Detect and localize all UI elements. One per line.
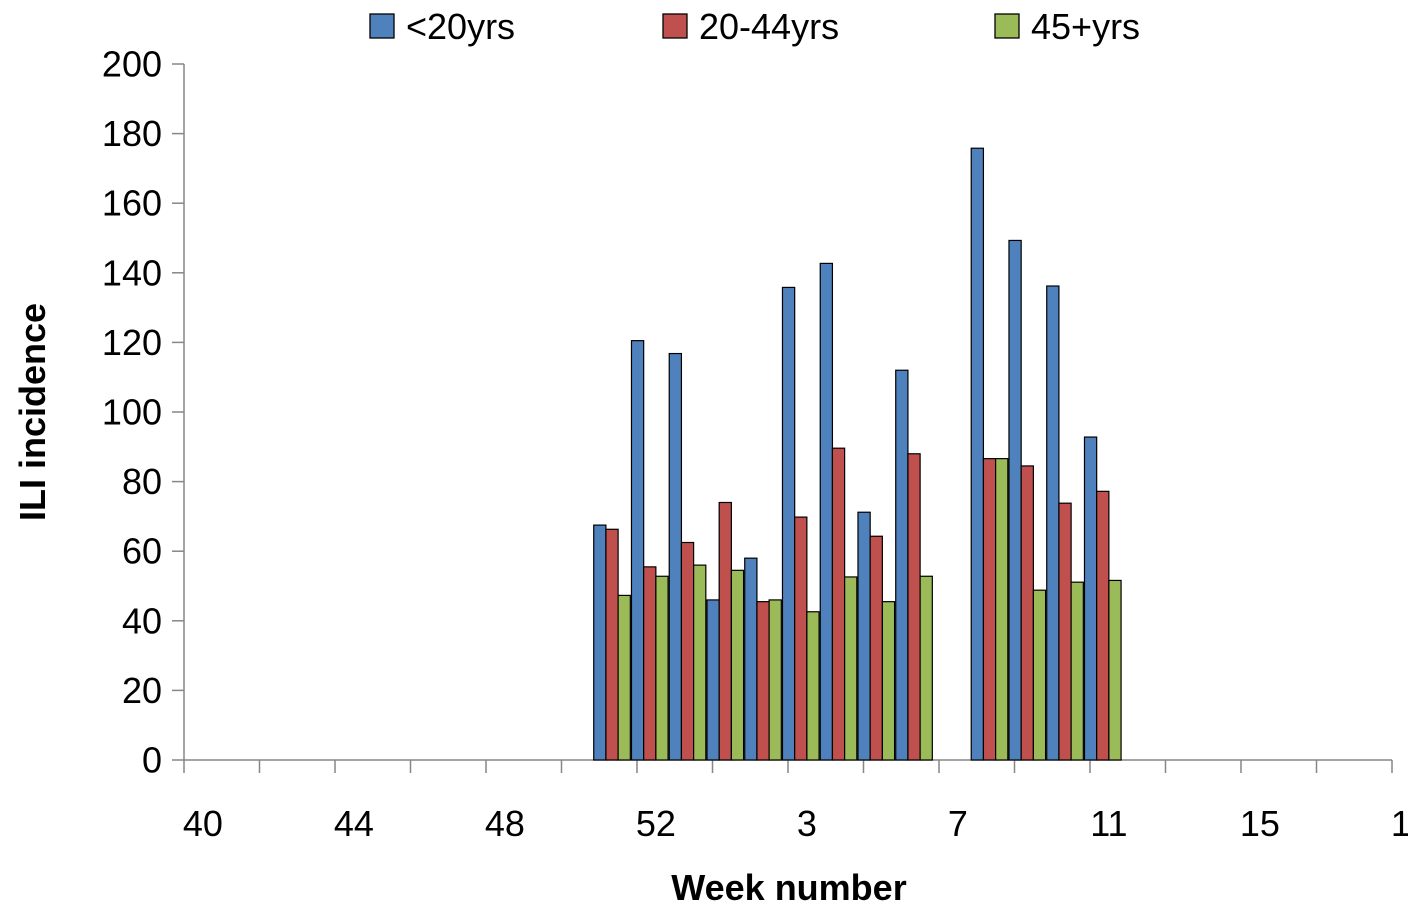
bar-1-10 [1020, 465, 1034, 761]
bar-0-2 [706, 599, 720, 761]
y-tick-label: 40 [122, 600, 162, 641]
bar-2-6 [881, 601, 896, 761]
bar-1-7 [907, 453, 921, 761]
bar-0-10 [1008, 239, 1022, 761]
y-tick-label: 180 [102, 113, 162, 154]
bar-2-2 [730, 569, 745, 761]
bar-0-51 [593, 524, 607, 761]
bar-2-5 [844, 576, 858, 761]
y-tick-label: 160 [102, 183, 162, 224]
bars [593, 147, 1122, 761]
x-tick-label: 7 [948, 803, 968, 844]
y-axis: 0 20 40 60 80 100 120 140 160 180 200 [102, 44, 185, 781]
bar-2-9 [995, 458, 1009, 761]
bar-1-2 [718, 501, 732, 761]
bar-0-12 [1083, 436, 1098, 761]
bar-0-6 [857, 511, 871, 761]
legend: <20yrs 20-44yrs 45+yrs [369, 6, 1140, 47]
bar-2-11 [1070, 581, 1084, 761]
bar-0-9 [970, 147, 985, 761]
legend-swatch [994, 13, 1020, 39]
bar-1-51 [605, 528, 619, 761]
bar-2-12 [1108, 579, 1122, 761]
legend-swatch [662, 13, 688, 39]
y-tick-label: 0 [142, 740, 162, 781]
bar-2-3 [768, 599, 782, 761]
x-axis-title: Week number [671, 867, 906, 908]
y-tick-label: 80 [122, 461, 162, 502]
y-tick-label: 20 [122, 670, 162, 711]
bar-2-1 [693, 564, 707, 761]
y-axis-title: ILI incidence [12, 303, 53, 521]
x-tick-label: 44 [334, 803, 374, 844]
bar-2-52 [655, 575, 669, 761]
legend-label: <20yrs [406, 6, 515, 47]
legend-label: 20-44yrs [699, 6, 839, 47]
x-tick-label: 3 [797, 803, 817, 844]
bar-0-3 [744, 557, 758, 761]
y-tick-label: 100 [102, 392, 162, 433]
bar-1-6 [869, 535, 883, 761]
bar-1-9 [982, 458, 997, 761]
bar-0-7 [895, 369, 909, 761]
bar-0-11 [1046, 285, 1060, 761]
bar-2-4 [806, 611, 820, 761]
bar-0-4 [781, 286, 796, 761]
x-tick-label: 19 [1391, 803, 1408, 844]
bar-2-10 [1032, 589, 1047, 761]
bar-1-3 [756, 601, 770, 761]
y-tick-label: 200 [102, 44, 162, 85]
x-tick-label: 48 [485, 803, 525, 844]
bar-0-1 [668, 352, 683, 761]
bar-1-5 [831, 447, 846, 761]
bar-1-1 [680, 541, 695, 761]
legend-label: 45+yrs [1031, 6, 1140, 47]
bar-0-52 [630, 340, 645, 761]
x-tick-label: 40 [183, 803, 223, 844]
legend-swatch [369, 13, 395, 39]
y-tick-label: 140 [102, 252, 162, 293]
bar-1-11 [1058, 502, 1072, 761]
bar-2-7 [919, 575, 933, 761]
bar-1-52 [643, 566, 657, 761]
x-axis: 40 44 48 52 3 7 11 15 19 [183, 759, 1408, 844]
x-tick-label: 11 [1090, 803, 1127, 844]
bar-1-4 [794, 516, 808, 761]
bar-0-5 [819, 262, 834, 761]
bar-1-12 [1096, 490, 1110, 761]
x-tick-label: 15 [1240, 803, 1280, 844]
bar-2-51 [617, 594, 631, 761]
y-tick-label: 60 [122, 531, 162, 572]
y-tick-label: 120 [102, 322, 162, 363]
x-tick-label: 52 [636, 803, 676, 844]
